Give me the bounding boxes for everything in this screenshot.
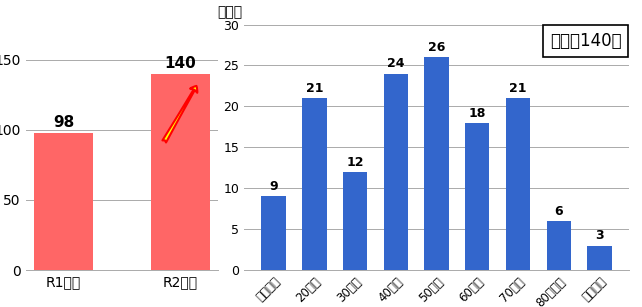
- Text: （件）: （件）: [217, 6, 242, 20]
- Bar: [506, 98, 530, 270]
- Text: 12: 12: [347, 156, 364, 169]
- Text: 9: 9: [270, 180, 278, 193]
- Text: 総件数140件: 総件数140件: [550, 32, 621, 50]
- Bar: [465, 123, 489, 270]
- Text: 21: 21: [509, 82, 526, 95]
- Text: 6: 6: [555, 205, 563, 218]
- Bar: [587, 246, 612, 270]
- Bar: [151, 74, 209, 270]
- Bar: [424, 57, 449, 270]
- Text: 26: 26: [428, 41, 446, 54]
- Text: 24: 24: [387, 57, 404, 70]
- Bar: [35, 133, 93, 270]
- Text: 21: 21: [306, 82, 323, 95]
- Bar: [384, 74, 408, 270]
- Bar: [343, 172, 367, 270]
- Text: 18: 18: [469, 107, 486, 119]
- Text: 98: 98: [53, 115, 74, 130]
- Bar: [546, 221, 571, 270]
- Text: 3: 3: [595, 229, 603, 242]
- Bar: [302, 98, 327, 270]
- Bar: [261, 196, 286, 270]
- Text: 140: 140: [164, 56, 196, 71]
